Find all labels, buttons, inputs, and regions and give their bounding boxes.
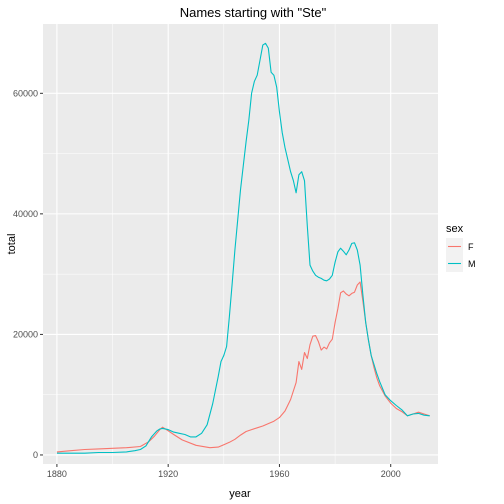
minor-gridlines: [43, 24, 438, 464]
x-tick-label: 1880: [47, 469, 67, 479]
x-tick-label: 2000: [381, 469, 401, 479]
y-axis-title: total: [6, 234, 18, 255]
legend-label-f: F: [468, 242, 474, 252]
x-tick-label: 1920: [158, 469, 178, 479]
y-tick-label: 0: [33, 450, 38, 460]
chart-title: Names starting with "Ste": [180, 5, 327, 20]
y-tick-label: 60000: [13, 88, 38, 98]
series-line-m: [56, 42, 430, 454]
y-axis: 0 20000 40000 60000: [13, 88, 43, 460]
legend: sex FM: [446, 223, 476, 272]
major-gridlines: [43, 24, 438, 464]
legend-title: sex: [446, 223, 464, 235]
y-tick-label: 40000: [13, 209, 38, 219]
plot-panel: [43, 24, 438, 464]
legend-label-m: M: [468, 259, 476, 269]
x-axis-title: year: [229, 488, 251, 500]
series-layer: [56, 42, 430, 454]
y-tick-label: 20000: [13, 329, 38, 339]
x-axis: 1880 1920 1960 2000: [47, 464, 401, 479]
x-tick-label: 1960: [269, 469, 289, 479]
